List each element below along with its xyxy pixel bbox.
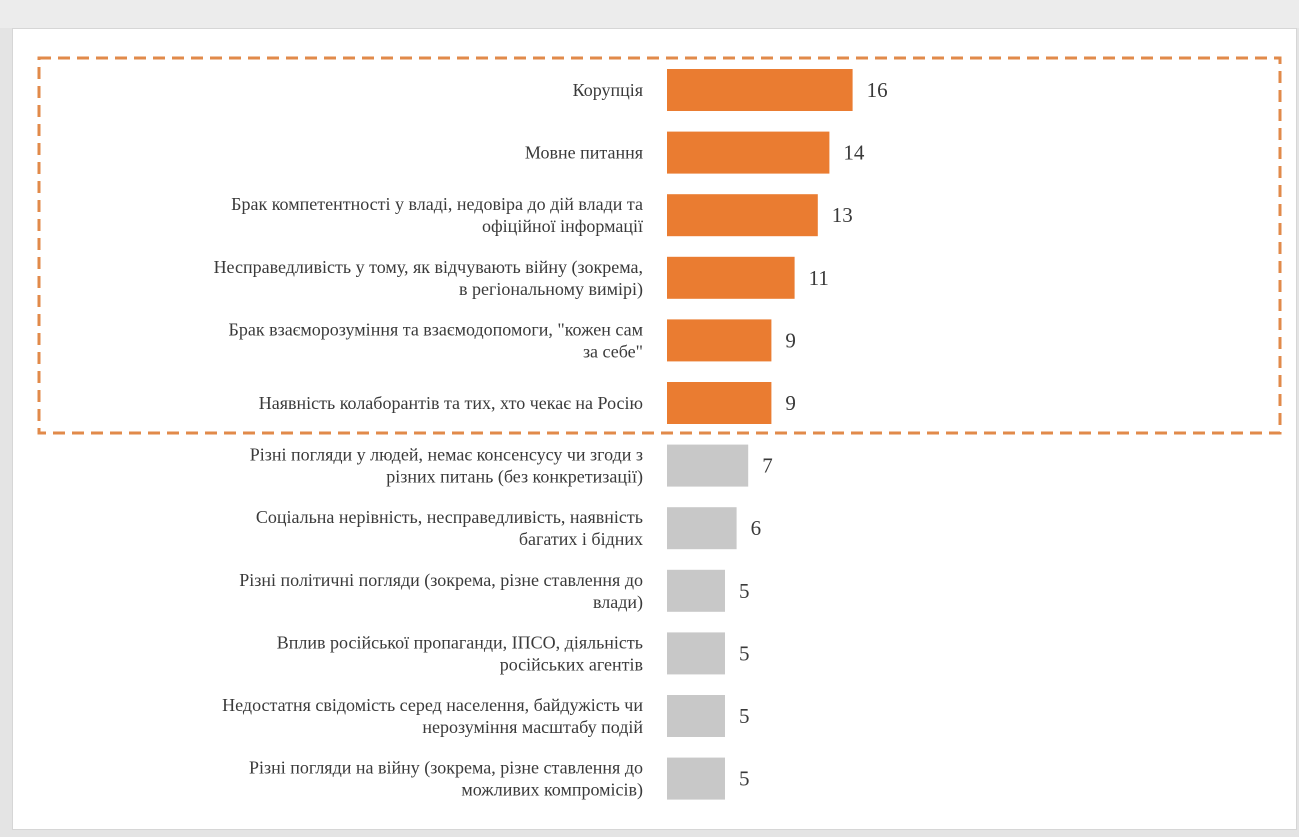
value-label-12: 5	[739, 767, 750, 791]
value-label-5: 9	[785, 328, 796, 352]
category-label-9: Різні політичні погляди (зокрема, різне …	[239, 570, 643, 613]
value-label-6: 9	[785, 391, 796, 415]
category-label-11: Недостатня свідомість серед населення, б…	[222, 695, 643, 737]
bar-11	[667, 695, 725, 737]
chart-frame	[12, 28, 1297, 830]
bar-3	[667, 194, 818, 237]
value-label-11: 5	[739, 704, 750, 728]
category-label-4: Несправедливість у тому, як відчувають в…	[214, 257, 643, 300]
category-label-1: Корупція	[573, 80, 643, 100]
value-label-2: 14	[843, 141, 865, 165]
category-label-2: Мовне питання	[525, 143, 643, 163]
value-label-9: 5	[739, 579, 750, 603]
value-label-7: 7	[762, 454, 773, 478]
category-label-8: Соціальна нерівність, несправедливість, …	[256, 507, 643, 549]
bar-7	[667, 444, 749, 487]
bar-1	[667, 69, 853, 111]
bar-8	[667, 507, 737, 550]
highlight-frame	[37, 56, 1282, 435]
bar-2	[667, 131, 830, 174]
bar-9	[667, 569, 725, 612]
bar-10	[667, 632, 725, 675]
value-label-1: 16	[867, 78, 888, 102]
category-label-7: Різні погляди у людей, немає консенсусу …	[250, 445, 643, 488]
category-label-3: Брак компетентності у владі, недовіра до…	[231, 194, 643, 236]
value-label-8: 6	[751, 516, 762, 540]
category-label-5: Брак взаєморозуміння та взаємодопомоги, …	[229, 319, 643, 361]
bar-12	[667, 757, 725, 800]
value-label-10: 5	[739, 641, 750, 665]
category-label-6: Наявність колаборантів та тих, хто чекає…	[259, 393, 643, 413]
bar-5	[667, 319, 772, 362]
value-label-4: 11	[809, 266, 829, 290]
category-label-10: Вплив російської пропаганди, ІПСО, діяль…	[277, 632, 643, 674]
bar-6	[667, 382, 772, 424]
bar-4	[667, 256, 795, 299]
category-label-12: Різні погляди на війну (зокрема, різне с…	[249, 758, 643, 801]
value-label-3: 13	[832, 203, 853, 227]
top-strip	[0, 0, 1299, 28]
